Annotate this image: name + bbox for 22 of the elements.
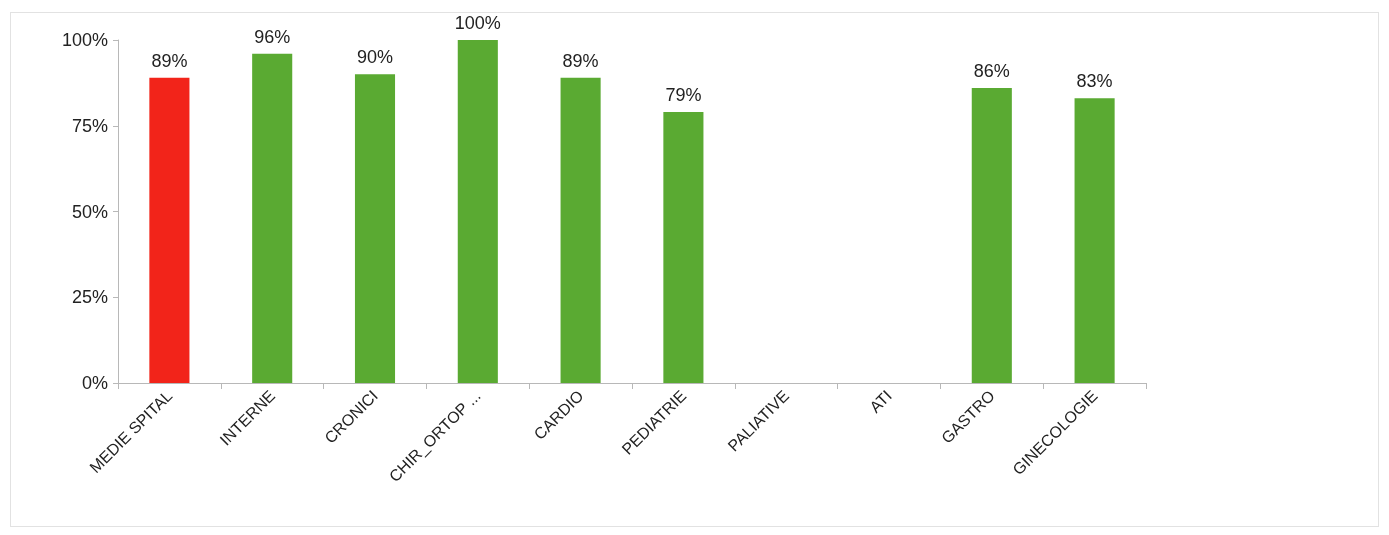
bar — [457, 40, 498, 383]
data-label: 89% — [562, 50, 599, 71]
x-tick-label: ATI — [866, 386, 896, 416]
bar — [354, 74, 396, 383]
y-tick-label: 0% — [81, 373, 108, 393]
y-tick-label: 25% — [71, 287, 108, 308]
y-tick-label: 50% — [71, 201, 108, 222]
data-label: 79% — [665, 85, 702, 106]
bar — [560, 77, 601, 383]
bar — [252, 53, 293, 383]
data-label: 83% — [1076, 71, 1113, 92]
bar — [971, 88, 1012, 383]
data-label: 100% — [454, 13, 501, 33]
data-label: 90% — [356, 47, 394, 68]
data-label: 89% — [151, 50, 188, 71]
data-label: 86% — [973, 61, 1010, 82]
bar — [149, 77, 190, 383]
y-tick-label: 100% — [61, 30, 108, 50]
bar — [1074, 98, 1115, 383]
data-label: 96% — [254, 26, 291, 47]
y-tick-label: 75% — [71, 115, 108, 136]
bar — [663, 112, 704, 383]
